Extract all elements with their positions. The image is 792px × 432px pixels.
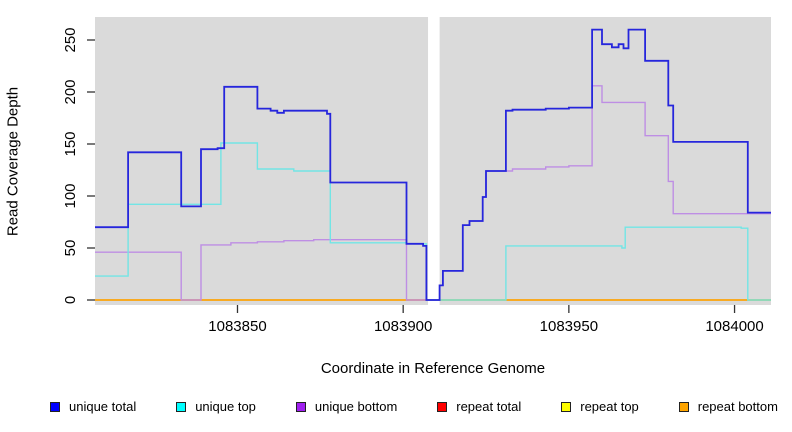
legend-marker-square — [437, 401, 448, 412]
y-axis-tick-label: 250 — [62, 27, 79, 52]
x-axis-tick-label: 1084000 — [705, 318, 763, 335]
x-axis-tick-label: 1083950 — [540, 318, 598, 335]
legend-label: repeat top — [580, 399, 639, 414]
x-axis-title: Coordinate in Reference Genome — [320, 360, 546, 377]
y-axis-title: Read Coverage Depth — [4, 86, 22, 237]
y-axis-tick-label: 100 — [62, 183, 79, 208]
legend-item-unique-top: unique top — [176, 399, 256, 414]
legend-label: unique total — [69, 399, 137, 414]
series-unique-total-line — [95, 28, 771, 301]
no-data-gap-band — [428, 17, 440, 305]
legend-item-unique-bottom: unique bottom — [295, 399, 398, 414]
y-axis-tick-label: 50 — [62, 240, 79, 257]
legend-marker-square — [561, 401, 572, 412]
legend-label: unique top — [195, 399, 256, 414]
y-axis-tick-label: 200 — [62, 79, 79, 104]
y-axis-tick-label: 0 — [62, 296, 79, 304]
chart-svg: 1083850 1083900 1083950 1084000 0 50 100 150 200… — [62, 17, 771, 335]
legend-label: unique bottom — [314, 399, 398, 414]
legend-marker-square — [295, 401, 306, 412]
legend-item-unique-total: unique total — [50, 399, 136, 414]
x-axis-tick-label: 1083850 — [208, 318, 266, 335]
legend-marker-square — [176, 401, 187, 412]
chart-legend: unique total unique top unique bottom repea… — [0, 399, 792, 414]
legend-label: repeat bottom — [697, 399, 778, 414]
legend-label: repeat total — [456, 399, 522, 414]
y-axis-tick-label: 150 — [62, 131, 79, 156]
legend-marker-square — [50, 401, 60, 412]
legend-item-repeat-bottom: repeat bottom — [678, 399, 778, 414]
x-axis-tick-label: 1083900 — [374, 318, 432, 335]
legend-item-repeat-total: repeat total — [437, 399, 521, 414]
legend-item-repeat-top: repeat top — [561, 399, 639, 414]
legend-marker-square — [678, 401, 689, 412]
